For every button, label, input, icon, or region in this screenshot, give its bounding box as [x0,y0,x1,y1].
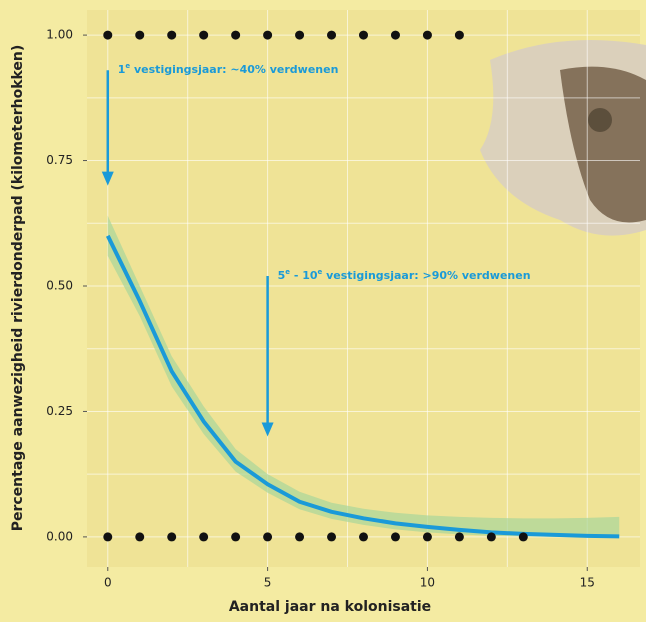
annotation-text: vestigingsjaar: >90% verdwenen [322,269,530,282]
observation-dot [327,532,336,541]
observation-dot [167,532,176,541]
chart: Aantal jaar na kolonisatie Percentage aa… [0,0,646,622]
observation-dot [295,532,304,541]
annotation-text: 1 [118,63,126,76]
y-tick-label: 0.00 [46,529,73,543]
observation-dot [519,532,528,541]
observation-dot [423,532,432,541]
observation-dot [359,532,368,541]
observation-dot [167,31,176,40]
observation-dot [455,532,464,541]
observation-dot [455,31,464,40]
x-tick-label: 0 [104,576,112,590]
observation-dot [487,532,496,541]
observation-dot [391,31,400,40]
annotation: 5e - 10e vestigingsjaar: >90% verdwenen [278,268,531,282]
x-tick-label: 5 [264,576,272,590]
observation-dot [135,31,144,40]
observation-dot [295,31,304,40]
observation-dot [263,532,272,541]
annotation-text: 5 [278,269,286,282]
annotation: 1e vestigingsjaar: ~40% verdwenen [118,62,339,76]
annotation-text: - 10 [290,269,318,282]
observation-dot [423,31,432,40]
x-tick-label: 15 [580,576,595,590]
observation-dot [391,532,400,541]
y-tick-label: 0.50 [46,278,73,292]
observation-dot [263,31,272,40]
y-tick-label: 0.75 [46,153,73,167]
observation-dot [231,532,240,541]
observation-dot [103,31,112,40]
observation-dot [359,31,368,40]
annotation-text: vestigingsjaar: ~40% verdwenen [130,63,338,76]
y-tick-label: 1.00 [46,28,73,42]
observation-dot [199,31,208,40]
observation-dot [135,532,144,541]
x-axis-title: Aantal jaar na kolonisatie [229,599,431,615]
observation-dot [231,31,240,40]
y-tick-label: 0.25 [46,404,73,418]
observation-dot [327,31,336,40]
observation-dot [103,532,112,541]
y-axis-title: Percentage aanwezigheid rivierdonderpad … [10,45,26,532]
x-tick-label: 10 [420,576,435,590]
observation-dot [199,532,208,541]
